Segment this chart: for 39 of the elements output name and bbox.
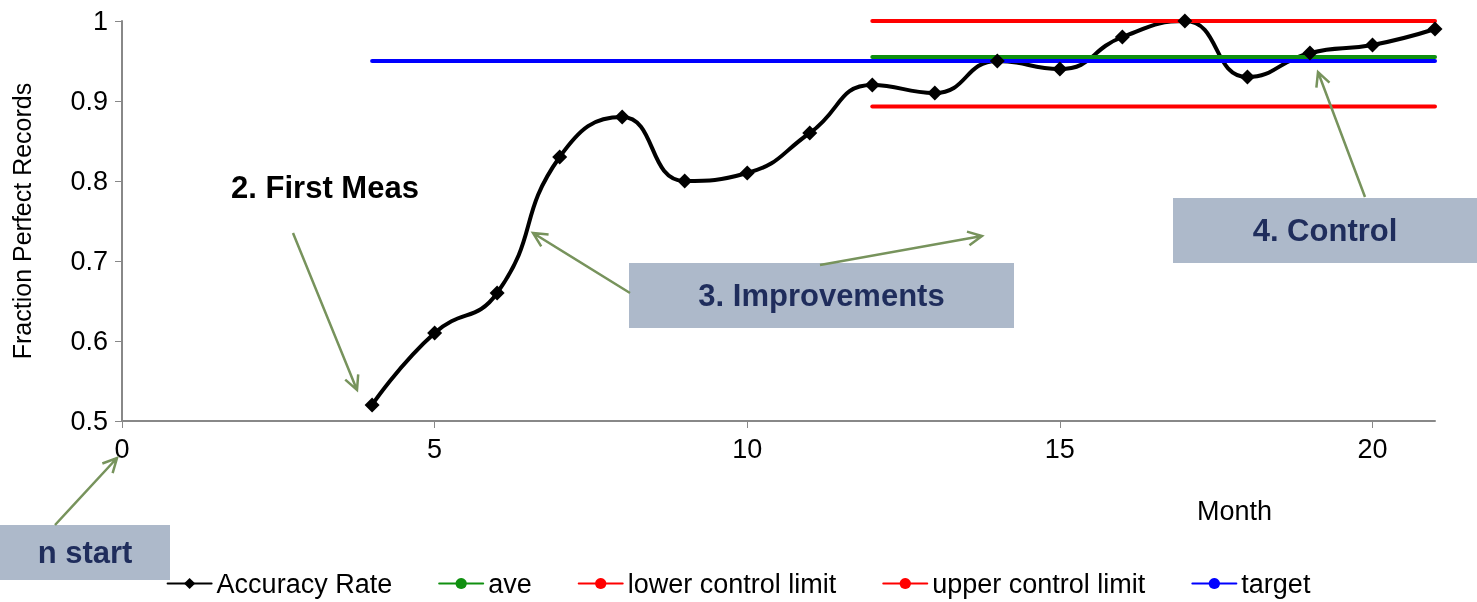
point bbox=[864, 77, 880, 93]
point bbox=[1177, 13, 1193, 29]
legend-label: target bbox=[1241, 568, 1311, 599]
callout-box: 3. Improvements bbox=[629, 263, 1014, 328]
y-tick-label: 1 bbox=[92, 6, 108, 36]
x-tick-label: 5 bbox=[427, 433, 443, 464]
y-tick-label: 0.8 bbox=[70, 166, 108, 196]
x-tick-label: 10 bbox=[732, 433, 763, 464]
y-axis-title: Fraction Perfect Records bbox=[7, 82, 36, 360]
legend-label: lower control limit bbox=[627, 568, 837, 599]
y-tick-label: 0.9 bbox=[70, 86, 108, 116]
callout-box: n start bbox=[0, 525, 170, 580]
y-tick-label: 0.7 bbox=[70, 246, 108, 276]
point bbox=[489, 285, 505, 301]
x-tick-label: 20 bbox=[1357, 433, 1388, 464]
point bbox=[1239, 69, 1255, 85]
callout-box: 4. Control bbox=[1173, 198, 1477, 263]
x-tick-label: 0 bbox=[114, 433, 130, 464]
y-tick-label: 0.5 bbox=[70, 406, 108, 436]
point bbox=[989, 53, 1005, 69]
legend-label: upper control limit bbox=[932, 568, 1146, 599]
x-tick-label: 15 bbox=[1044, 433, 1075, 464]
point bbox=[1302, 45, 1318, 61]
annotation: 2. First Meas bbox=[230, 169, 420, 207]
legend-label: ave bbox=[488, 568, 532, 599]
y-tick-label: 0.6 bbox=[70, 326, 108, 356]
point bbox=[427, 325, 443, 341]
point bbox=[552, 149, 568, 165]
point bbox=[927, 85, 943, 101]
point bbox=[614, 109, 630, 125]
point bbox=[1364, 37, 1380, 53]
point bbox=[1052, 61, 1068, 77]
point bbox=[802, 125, 818, 141]
point bbox=[1427, 21, 1443, 37]
point bbox=[739, 165, 755, 181]
point bbox=[1114, 29, 1130, 45]
legend-label: Accuracy Rate bbox=[216, 568, 393, 599]
point bbox=[364, 397, 380, 413]
x-axis-title: Month bbox=[1197, 495, 1273, 526]
